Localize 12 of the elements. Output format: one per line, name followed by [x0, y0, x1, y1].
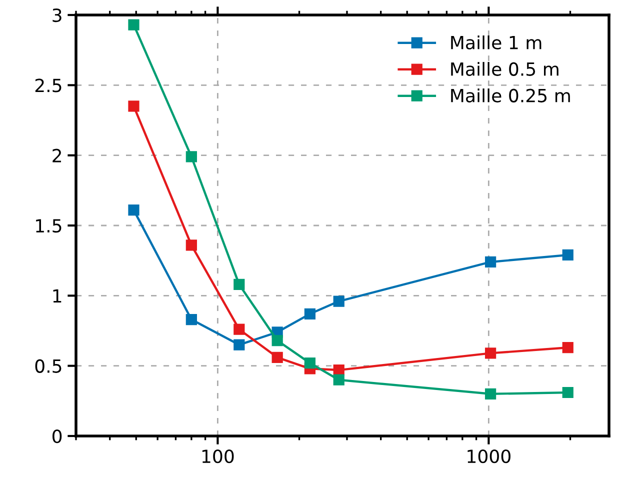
y-tick-label: 1.5	[36, 219, 62, 233]
legend-label: Maille 0.25 m	[451, 88, 570, 102]
y-tick-label: 0.5	[35, 359, 62, 373]
y-tick-label: 1	[53, 289, 62, 303]
legend-label: Maille 1 m	[451, 35, 542, 50]
x-tick-label: 100	[202, 450, 234, 464]
y-tick-label: 2	[52, 148, 61, 162]
y-tick-label: 3	[52, 8, 62, 22]
y-tick-label: 0	[52, 429, 62, 444]
x-tick-label: 1000	[468, 450, 510, 464]
legend-label: Maille 0.5 m	[451, 62, 558, 76]
y-tick-label: 2.5	[35, 78, 62, 92]
